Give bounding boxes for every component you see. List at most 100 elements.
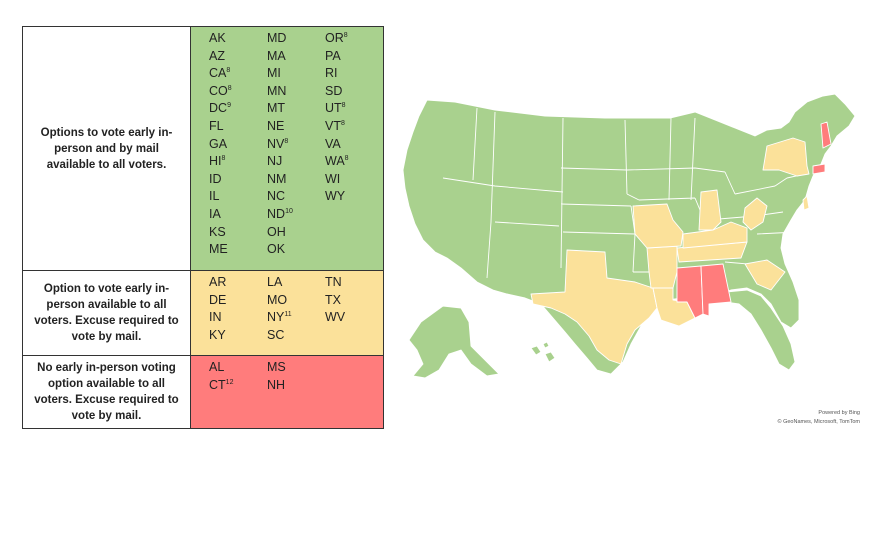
state-abbr-text: AR <box>209 275 227 289</box>
state-abbr-text: DE <box>209 292 227 307</box>
state-abbr: AL <box>209 359 267 377</box>
footnote-marker: 9 <box>227 102 231 110</box>
state-abbr-text: IL <box>209 189 220 204</box>
state-abbr-text: MI <box>267 66 281 81</box>
state-abbr-text: CT <box>209 377 226 392</box>
table-row-early-and-mail: Options to vote early in-person and by m… <box>22 26 384 271</box>
state-wv <box>742 197 768 231</box>
state-abbr: NM <box>267 171 325 189</box>
state-abbr-text: MS <box>267 360 286 374</box>
state-abbr-text: GA <box>209 136 228 151</box>
state-abbr-text: TN <box>325 275 342 289</box>
state-abbr: MD <box>267 30 325 48</box>
state-abbr: VA <box>325 136 383 154</box>
state-columns: AL CT12 MS NH <box>209 358 383 394</box>
state-abbr-text: CA <box>209 66 227 81</box>
state-abbr-text: MT <box>267 101 286 116</box>
state-abbr: NC <box>267 188 325 206</box>
state-abbr: NV8 <box>267 136 325 154</box>
state-abbr-text: WI <box>325 171 341 186</box>
state-abbr-text: ND <box>267 206 286 221</box>
state-abbr: IN <box>209 309 267 327</box>
state-abbr-text: IA <box>209 206 221 221</box>
state-abbr: RI <box>325 65 383 83</box>
state-abbr: ND10 <box>267 206 325 224</box>
hawaii-shape <box>530 341 556 363</box>
state-abbr: NJ <box>267 153 325 171</box>
state-in <box>698 189 722 231</box>
footnote-marker: 8 <box>284 137 289 145</box>
state-abbr: CA8 <box>209 65 267 83</box>
state-column: AK AZ CA8 CO8 DC9 FL GA HI8 ID IL IA KS ME <box>209 30 267 259</box>
state-columns: AR DE IN KY LA MO NY11 SC TN TX WV <box>209 273 383 344</box>
state-abbr: CO8 <box>209 83 267 101</box>
state-column: MD MA MI MN MT NE NV8 NJ NM NC ND10 OH OK <box>267 30 325 259</box>
state-abbr: UT8 <box>325 100 383 118</box>
state-abbr: IL <box>209 188 267 206</box>
state-abbr: MT <box>267 100 325 118</box>
table-row-early-only: Option to vote early in-person available… <box>22 270 384 356</box>
footnote-marker: 8 <box>341 102 346 110</box>
row-description-early-only: Option to vote early in-person available… <box>22 270 191 356</box>
state-abbr-text: MA <box>267 48 286 63</box>
state-abbr: ID <box>209 171 267 189</box>
state-abbr-text: AL <box>209 360 225 374</box>
us-map-svg <box>402 93 856 379</box>
state-abbr: WA8 <box>325 153 383 171</box>
state-abbr: PA <box>325 48 383 66</box>
state-column: AL CT12 <box>209 359 267 394</box>
state-abbr-text: AZ <box>209 48 225 63</box>
voting-options-table: Options to vote early in-person and by m… <box>22 26 384 429</box>
footnote-marker: 8 <box>221 155 226 163</box>
state-abbr: SC <box>267 327 325 345</box>
state-abbr: GA <box>209 136 267 154</box>
state-al <box>700 263 732 317</box>
row-description-text: Option to vote early in-person available… <box>34 283 179 343</box>
row-description-no-early: No early in-person voting option availab… <box>22 355 191 429</box>
state-column: AR DE IN KY <box>209 274 267 344</box>
state-abbr-text: MN <box>267 83 287 98</box>
state-abbr: SD <box>325 83 383 101</box>
state-abbr: DC9 <box>209 100 267 118</box>
state-column: TN TX WV <box>325 274 383 344</box>
state-abbr-text: LA <box>267 275 283 289</box>
footnote-marker: 8 <box>343 32 348 39</box>
state-abbr-text: TX <box>325 292 341 307</box>
state-abbr-text: VA <box>325 136 341 151</box>
state-abbr-text: UT <box>325 101 342 116</box>
state-de <box>802 195 810 211</box>
state-abbr-text: VT <box>325 118 341 133</box>
state-abbr-text: NJ <box>267 154 283 169</box>
states-cell-red: AL CT12 MS NH <box>190 355 384 429</box>
footnote-marker: 10 <box>285 207 293 215</box>
state-abbr-text: IN <box>209 310 222 325</box>
state-column <box>325 359 383 394</box>
state-abbr: WV <box>325 309 383 327</box>
alaska-shape <box>408 305 500 379</box>
state-abbr-text: AK <box>209 31 226 45</box>
state-abbr-text: RI <box>325 66 338 81</box>
state-abbr-text: WV <box>325 310 346 325</box>
state-abbr: IA <box>209 206 267 224</box>
row-description-text: No early in-person voting option availab… <box>34 362 179 422</box>
state-abbr: MA <box>267 48 325 66</box>
state-abbr-text: NV <box>267 136 285 151</box>
state-abbr-text: MO <box>267 292 288 307</box>
state-abbr-text: SC <box>267 327 285 342</box>
state-abbr-text: SD <box>325 83 343 98</box>
state-abbr-text: KY <box>209 327 226 342</box>
state-abbr: WY <box>325 188 383 206</box>
states-cell-green: AK AZ CA8 CO8 DC9 FL GA HI8 ID IL IA KS ME MD MA MI MN MT… <box>190 26 384 271</box>
footnote-marker: 8 <box>227 84 232 92</box>
state-abbr-text: OK <box>267 242 286 257</box>
state-ny <box>762 137 810 177</box>
state-abbr: VT8 <box>325 118 383 136</box>
state-mo <box>632 203 684 249</box>
state-abbr-text: WY <box>325 189 346 204</box>
state-abbr: AR <box>209 274 267 292</box>
state-abbr: OH <box>267 224 325 242</box>
footnote-marker: 12 <box>225 378 234 386</box>
state-abbr: NE <box>267 118 325 136</box>
state-abbr: DE <box>209 292 267 310</box>
state-ct <box>812 163 826 175</box>
